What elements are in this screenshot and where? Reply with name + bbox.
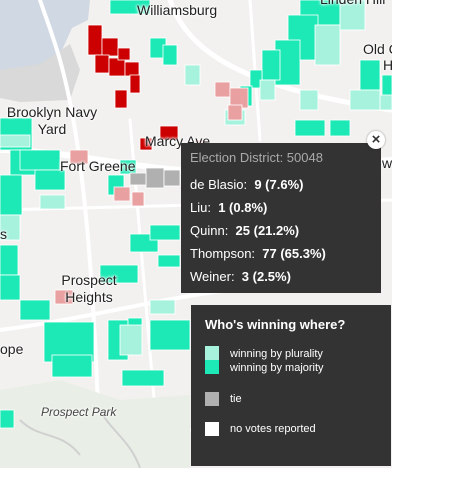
- legend-label-no-votes: no votes reported: [230, 423, 316, 435]
- tooltip-candidate-votes: 1 (0.8%): [218, 200, 268, 215]
- close-icon[interactable]: ×: [367, 131, 385, 149]
- legend-swatch-no-votes: [205, 422, 219, 436]
- district-tooltip: Election District: 50048 de Blasio: 9 (7…: [181, 143, 381, 293]
- election-districts[interactable]: [0, 0, 392, 429]
- legend-swatch-majority: [205, 360, 219, 374]
- label-brooklyn-navy-yard-line2: Yard: [37, 121, 67, 137]
- label-brooklyn-navy-yard: Brooklyn Navy Yard: [2, 104, 102, 138]
- tooltip-candidate-votes: 3 (2.5%): [241, 269, 291, 284]
- tooltip-candidate-name: Weiner:: [190, 269, 235, 284]
- page-margin: [392, 0, 456, 468]
- tooltip-row-liu: Liu: 1 (0.8%): [190, 196, 372, 219]
- tooltip-candidate-name: de Blasio:: [190, 177, 248, 192]
- legend-swatch-plurality: [205, 346, 219, 360]
- tooltip-candidate-votes: 9 (7.6%): [254, 177, 304, 192]
- label-fort-greene: Fort Greene: [60, 158, 136, 174]
- label-s-fragment: s: [0, 226, 7, 242]
- label-w-fragment: w: [382, 155, 392, 171]
- label-h: H: [383, 57, 392, 73]
- label-williamsburg: Williamsburg: [137, 2, 218, 18]
- tooltip-candidate-name: Thompson:: [190, 246, 256, 261]
- tooltip-row-weiner: Weiner: 3 (2.5%): [190, 265, 372, 288]
- tooltip-candidate-name: Liu:: [190, 200, 211, 215]
- legend-item-no-votes: no votes reported: [205, 422, 377, 452]
- label-prospect-heights-line2: Heights: [65, 289, 113, 305]
- prospect-park-area: [0, 380, 190, 468]
- label-prospect-park: Prospect Park: [41, 405, 117, 419]
- election-map[interactable]: Williamsburg Linden Hill Old C H Brookly…: [0, 0, 392, 468]
- legend-swatch-tie: [205, 392, 219, 406]
- label-ope: ope: [0, 341, 24, 357]
- tooltip-row-deblasio: de Blasio: 9 (7.6%): [190, 173, 372, 196]
- legend-item-winning: winning by plurality winning by majority: [205, 346, 377, 392]
- legend-label-plurality: winning by plurality: [230, 348, 323, 360]
- legend-title: Who's winning where?: [205, 317, 346, 332]
- tooltip-row-quinn: Quinn: 25 (21.2%): [190, 219, 372, 242]
- label-prospect-heights-line1: Prospect: [61, 272, 117, 288]
- label-brooklyn-navy-yard-line1: Brooklyn Navy: [6, 104, 98, 120]
- park-paths: [19, 409, 141, 468]
- label-old: Old C: [363, 41, 392, 57]
- legend-label-majority: winning by majority: [230, 362, 324, 374]
- east-river-water: [0, 0, 90, 78]
- tooltip-candidate-name: Quinn:: [190, 223, 229, 238]
- legend-panel: Who's winning where? winning by pluralit…: [191, 305, 391, 466]
- tooltip-candidate-votes: 25 (21.2%): [235, 223, 300, 238]
- tooltip-district-id: Election District: 50048: [190, 150, 323, 165]
- label-prospect-heights: Prospect Heights: [44, 272, 134, 306]
- legend-label-tie: tie: [230, 393, 242, 405]
- label-linden-hill: Linden Hill: [320, 0, 385, 8]
- tooltip-row-thompson: Thompson: 77 (65.3%): [190, 242, 372, 265]
- legend-item-tie: tie: [205, 392, 377, 422]
- tooltip-candidate-votes: 77 (65.3%): [262, 246, 326, 261]
